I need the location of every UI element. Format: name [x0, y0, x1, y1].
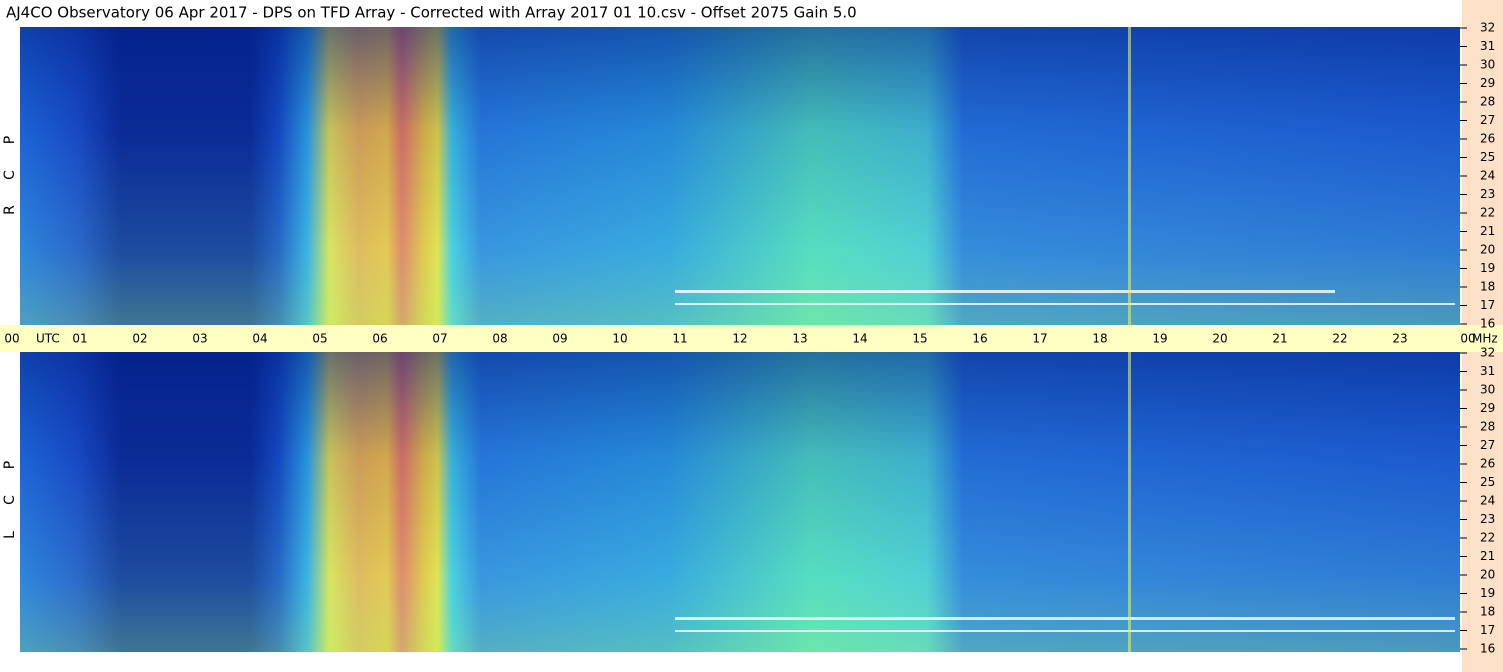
interference-line [675, 617, 1455, 620]
spectrogram-shade [20, 352, 1460, 652]
freq-label: 27 [1480, 438, 1495, 452]
freq-label: 27 [1480, 113, 1495, 127]
freq-label: 32 [1480, 21, 1495, 35]
time-label: 18 [1092, 332, 1107, 346]
freq-label: 22 [1480, 206, 1495, 220]
time-label: 17 [1032, 332, 1047, 346]
freq-label: 20 [1480, 568, 1495, 582]
freq-label: 20 [1480, 243, 1495, 257]
freq-label: 22 [1480, 531, 1495, 545]
polarization-letter: L [2, 531, 18, 539]
time-label: 05 [312, 332, 327, 346]
panel-lcp [20, 352, 1460, 652]
freq-label: 25 [1480, 475, 1495, 489]
interference-line [1128, 352, 1131, 652]
interference-line [675, 303, 1455, 305]
polarization-letter: C [2, 495, 18, 505]
freq-label: 31 [1480, 364, 1495, 378]
time-label: 07 [432, 332, 447, 346]
freq-label: 28 [1480, 95, 1495, 109]
freq-label: 25 [1480, 150, 1495, 164]
freq-label: 17 [1480, 298, 1495, 312]
freq-label: 32 [1480, 346, 1495, 360]
time-label: 21 [1272, 332, 1287, 346]
time-label: 00 [1460, 332, 1475, 346]
time-label: 02 [132, 332, 147, 346]
time-label: 16 [972, 332, 987, 346]
time-label: 20 [1212, 332, 1227, 346]
time-label: 19 [1152, 332, 1167, 346]
time-label: 04 [252, 332, 267, 346]
freq-label: 23 [1480, 187, 1495, 201]
freq-label: 28 [1480, 420, 1495, 434]
time-label: 03 [192, 332, 207, 346]
interference-line [675, 290, 1335, 293]
freq-label: 16 [1480, 642, 1495, 656]
time-label: 10 [612, 332, 627, 346]
time-label: 15 [912, 332, 927, 346]
freq-label: 30 [1480, 58, 1495, 72]
time-label: 14 [852, 332, 867, 346]
freq-label: 16 [1480, 317, 1495, 331]
polarization-letter: R [2, 205, 18, 215]
interference-line [675, 630, 1455, 632]
title: AJ4CO Observatory 06 Apr 2017 - DPS on T… [6, 4, 857, 22]
freq-label: 19 [1480, 586, 1495, 600]
time-label: 00 [4, 332, 19, 346]
freq-label: 26 [1480, 457, 1495, 471]
time-label: 01 [72, 332, 87, 346]
freq-label: 18 [1480, 605, 1495, 619]
polarization-letter: C [2, 170, 18, 180]
time-label: 23 [1392, 332, 1407, 346]
freq-label: 17 [1480, 623, 1495, 637]
freq-label: 30 [1480, 383, 1495, 397]
freq-label: 31 [1480, 39, 1495, 53]
polarization-letter: P [2, 136, 18, 144]
freq-label: 18 [1480, 280, 1495, 294]
panel-rcp [20, 27, 1460, 325]
freq-label: 26 [1480, 132, 1495, 146]
freq-unit: MHz [1472, 332, 1498, 346]
time-label: 09 [552, 332, 567, 346]
time-label: 11 [672, 332, 687, 346]
freq-label: 19 [1480, 261, 1495, 275]
polarization-letter: P [2, 461, 18, 469]
freq-label: 24 [1480, 494, 1495, 508]
freq-label: 21 [1480, 224, 1495, 238]
freq-label: 21 [1480, 549, 1495, 563]
time-label: 12 [732, 332, 747, 346]
interference-line [1128, 27, 1131, 325]
time-label: 13 [792, 332, 807, 346]
freq-label: 29 [1480, 401, 1495, 415]
time-axis-band [0, 325, 1503, 352]
time-unit: UTC [36, 332, 60, 346]
freq-label: 23 [1480, 512, 1495, 526]
time-label: 08 [492, 332, 507, 346]
time-label: 06 [372, 332, 387, 346]
time-label: 22 [1332, 332, 1347, 346]
spectrogram-shade [20, 27, 1460, 325]
freq-label: 24 [1480, 169, 1495, 183]
freq-label: 29 [1480, 76, 1495, 90]
